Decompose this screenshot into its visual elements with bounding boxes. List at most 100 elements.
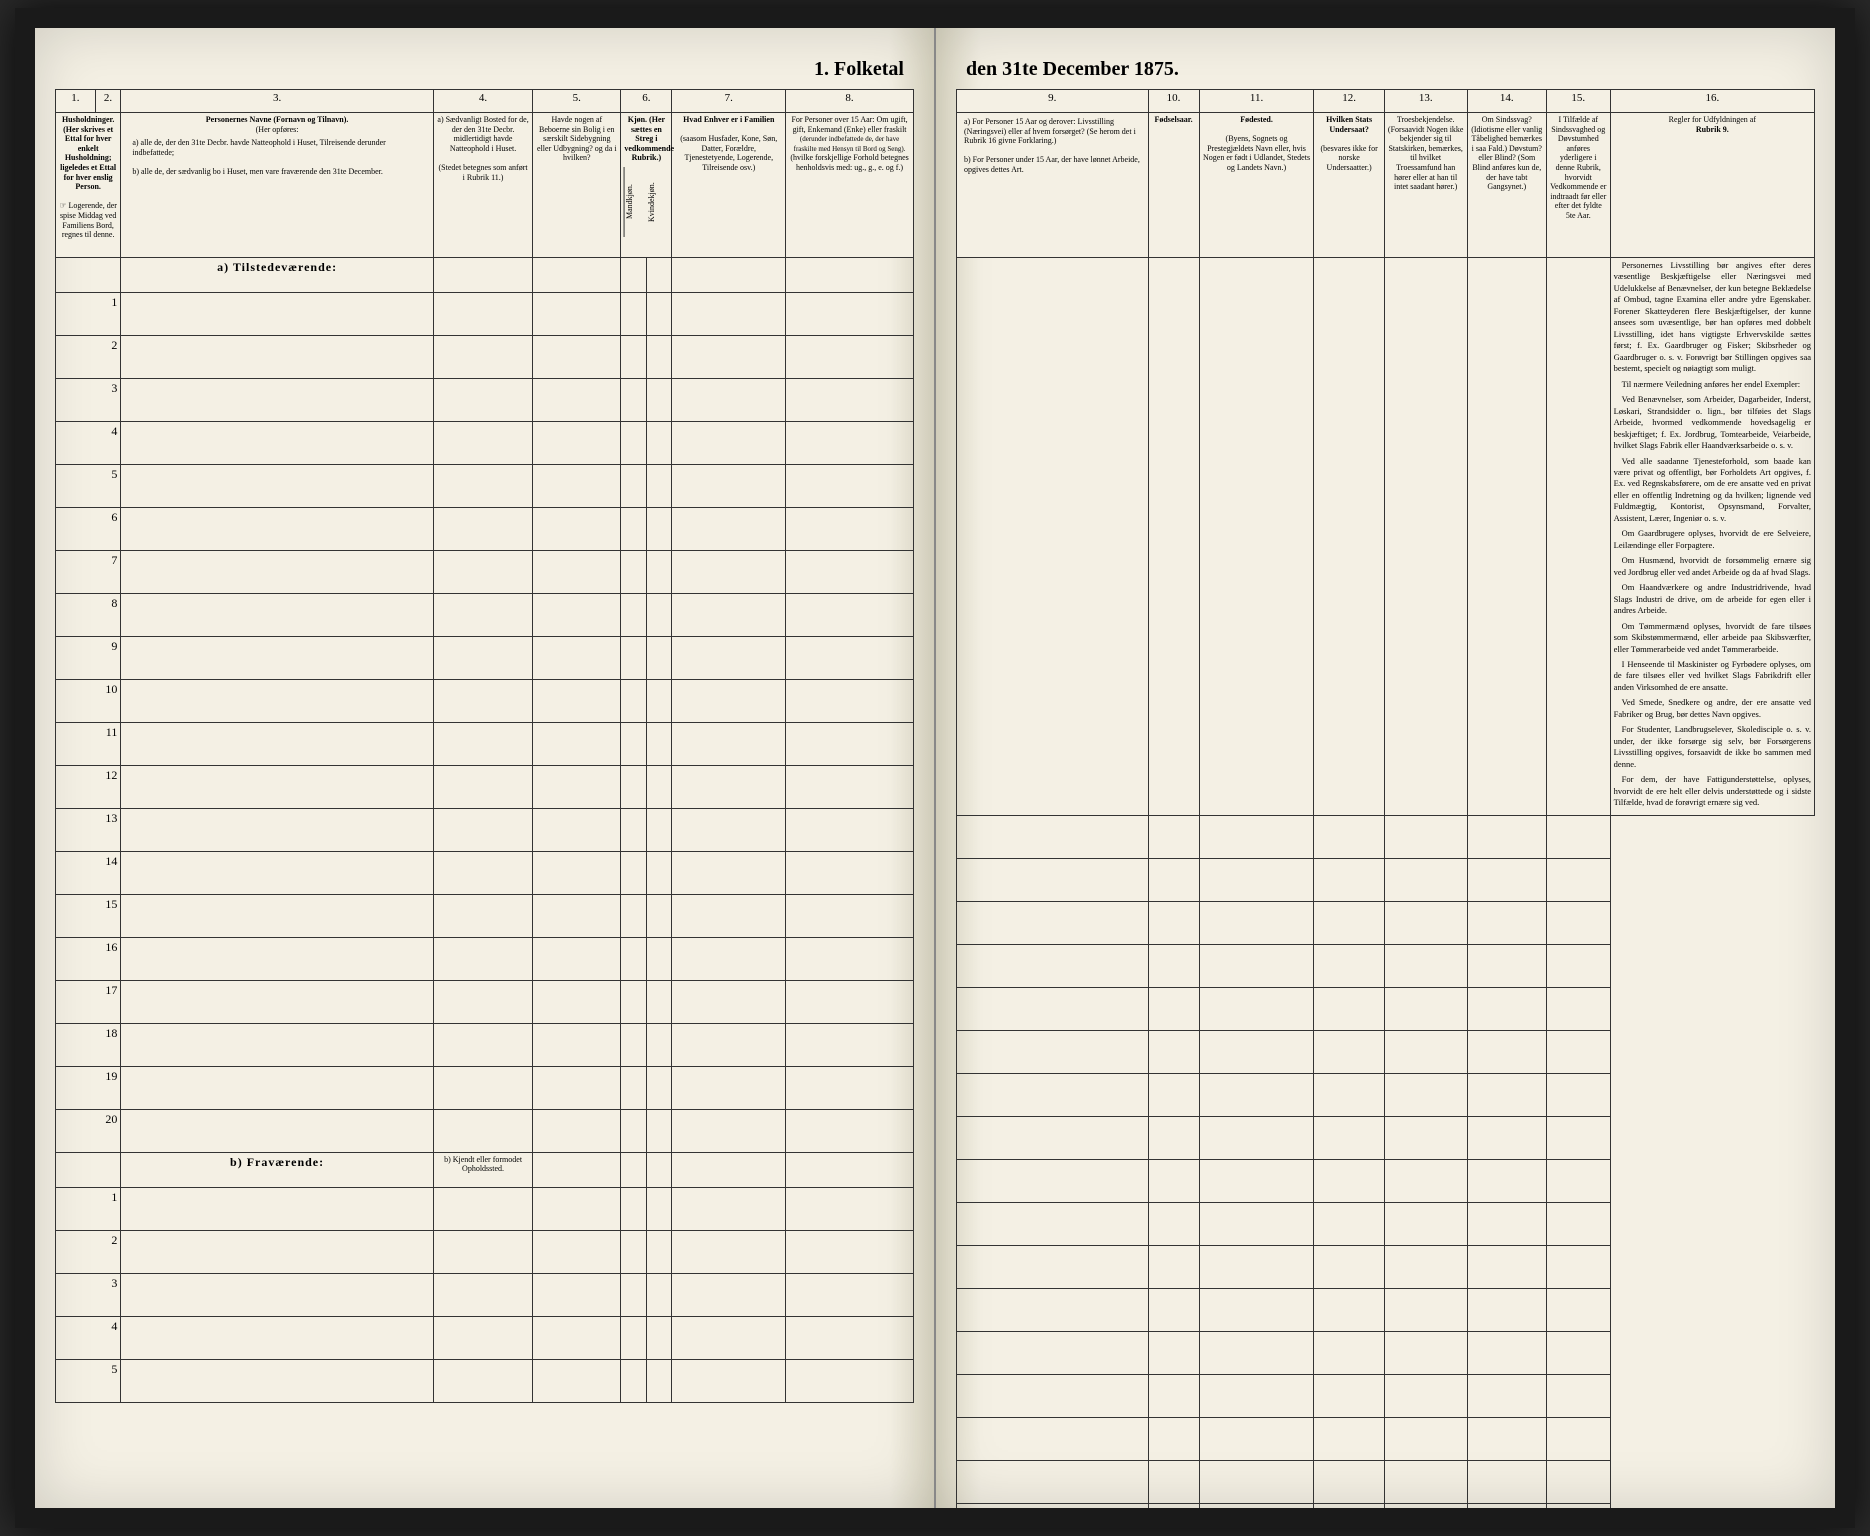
table-row: 19 xyxy=(56,1067,914,1110)
row-number: 1 xyxy=(56,293,121,336)
row-number: 15 xyxy=(56,895,121,938)
header-7: Hvad Enhver er i Familien (saasom Husfad… xyxy=(672,113,786,258)
header-6: Kjøn. (Her sættes en Streg i vedkommende… xyxy=(621,113,672,258)
row-number: 2 xyxy=(56,336,121,379)
row-number: 5 xyxy=(56,1360,121,1403)
left-page: 1. Folketal 1. 2. 3. 4. 5. 6. 7. 8. Hush… xyxy=(35,28,935,1508)
section-b-label: b) Fraværende: xyxy=(121,1153,434,1188)
header-12: Hvilken Stats Undersaat? (besvares ikke … xyxy=(1314,113,1384,258)
header-3: Personernes Navne (Fornavn og Tilnavn). … xyxy=(121,113,434,258)
row-number: 5 xyxy=(56,465,121,508)
col-15: 15. xyxy=(1546,90,1610,113)
table-row xyxy=(957,944,1815,987)
header-16: Regler for Udfyldningen af Rubrik 9. xyxy=(1610,113,1814,258)
row-number: 1 xyxy=(56,1188,121,1231)
table-row: 17 xyxy=(56,981,914,1024)
col-16: 16. xyxy=(1610,90,1814,113)
col-14: 14. xyxy=(1467,90,1546,113)
table-row xyxy=(957,1288,1815,1331)
table-row: 10 xyxy=(56,680,914,723)
table-row: 8 xyxy=(56,594,914,637)
row-number: 11 xyxy=(56,723,121,766)
col-6: 6. xyxy=(621,90,672,113)
col-5: 5. xyxy=(533,90,621,113)
table-row: 5 xyxy=(56,465,914,508)
table-row: 2 xyxy=(56,1231,914,1274)
table-row xyxy=(957,1116,1815,1159)
colnum-row-right: 9. 10. 11. 12. 13. 14. 15. 16. xyxy=(957,90,1815,113)
table-row: 15 xyxy=(56,895,914,938)
header-13: Troesbekjendelse. (Forsaavidt Nogen ikke… xyxy=(1384,113,1467,258)
section-b-row: b) Fraværende: b) Kjendt eller formodet … xyxy=(56,1153,914,1188)
table-row xyxy=(957,815,1815,858)
table-row: 7 xyxy=(56,551,914,594)
row-number: 3 xyxy=(56,379,121,422)
table-row xyxy=(957,1073,1815,1116)
table-row: 11 xyxy=(56,723,914,766)
row-number: 10 xyxy=(56,680,121,723)
header-row-right: a) For Personer 15 Aar og derover: Livss… xyxy=(957,113,1815,258)
table-row: 20 xyxy=(56,1110,914,1153)
section-b-col4: b) Kjendt eller formodet Opholdssted. xyxy=(433,1153,532,1188)
census-table-left: 1. 2. 3. 4. 5. 6. 7. 8. Husholdninger. (… xyxy=(55,89,914,1403)
table-row: 1 xyxy=(56,293,914,336)
census-book: 1. Folketal 1. 2. 3. 4. 5. 6. 7. 8. Hush… xyxy=(15,8,1855,1528)
row-number: 2 xyxy=(56,1231,121,1274)
table-row xyxy=(957,1331,1815,1374)
table-row: 5 xyxy=(56,1360,914,1403)
row-number: 9 xyxy=(56,637,121,680)
table-row: 1 xyxy=(56,1188,914,1231)
col-3: 3. xyxy=(121,90,434,113)
header-15: I Tilfælde af Sindssvaghed og Døvstumhed… xyxy=(1546,113,1610,258)
section-a-row-right: Personernes Livsstilling bør angives eft… xyxy=(957,258,1815,816)
table-row: 9 xyxy=(56,637,914,680)
header-10: Fødselsaar. xyxy=(1148,113,1199,258)
rules-text-column: Personernes Livsstilling bør angives eft… xyxy=(1610,258,1814,816)
col-1: 1. xyxy=(56,90,96,113)
table-row: 3 xyxy=(56,379,914,422)
col-10: 10. xyxy=(1148,90,1199,113)
table-row: 2 xyxy=(56,336,914,379)
table-row xyxy=(957,1030,1815,1073)
header-8: For Personer over 15 Aar: Om ugift, gift… xyxy=(786,113,914,258)
row-number: 8 xyxy=(56,594,121,637)
col-13: 13. xyxy=(1384,90,1467,113)
page-title-right: den 31te December 1875. xyxy=(956,58,1815,81)
header-14: Om Sindssvag? (Idiotisme eller vanlig Tå… xyxy=(1467,113,1546,258)
col-7: 7. xyxy=(672,90,786,113)
row-number: 6 xyxy=(56,508,121,551)
col-12: 12. xyxy=(1314,90,1384,113)
table-row: 4 xyxy=(56,1317,914,1360)
row-number: 3 xyxy=(56,1274,121,1317)
colnum-row: 1. 2. 3. 4. 5. 6. 7. 8. xyxy=(56,90,914,113)
table-row xyxy=(957,987,1815,1030)
col-9: 9. xyxy=(957,90,1149,113)
row-number: 20 xyxy=(56,1110,121,1153)
table-row xyxy=(957,1503,1815,1508)
header-11: Fødested. (Byens, Sognets og Prestegjæld… xyxy=(1199,113,1314,258)
table-row xyxy=(957,1417,1815,1460)
header-9: a) For Personer 15 Aar og derover: Livss… xyxy=(957,113,1149,258)
row-number: 19 xyxy=(56,1067,121,1110)
row-number: 12 xyxy=(56,766,121,809)
table-row: 18 xyxy=(56,1024,914,1067)
header-4: a) Sædvanligt Bosted for de, der den 31t… xyxy=(433,113,532,258)
row-number: 16 xyxy=(56,938,121,981)
row-number: 7 xyxy=(56,551,121,594)
table-row xyxy=(957,901,1815,944)
row-number: 4 xyxy=(56,422,121,465)
table-row: 6 xyxy=(56,508,914,551)
table-row xyxy=(957,1245,1815,1288)
right-page: den 31te December 1875. 9. 10. 11. 12. 1… xyxy=(935,28,1835,1508)
col-2: 2. xyxy=(95,90,121,113)
table-row xyxy=(957,1159,1815,1202)
page-title-left: 1. Folketal xyxy=(55,58,914,81)
table-row: 16 xyxy=(56,938,914,981)
table-row: 12 xyxy=(56,766,914,809)
row-number: 4 xyxy=(56,1317,121,1360)
row-number: 18 xyxy=(56,1024,121,1067)
table-row xyxy=(957,1374,1815,1417)
table-row: 4 xyxy=(56,422,914,465)
section-a-label: a) Tilstedeværende: xyxy=(121,258,434,293)
census-table-right: 9. 10. 11. 12. 13. 14. 15. 16. a) For Pe… xyxy=(956,89,1815,1508)
